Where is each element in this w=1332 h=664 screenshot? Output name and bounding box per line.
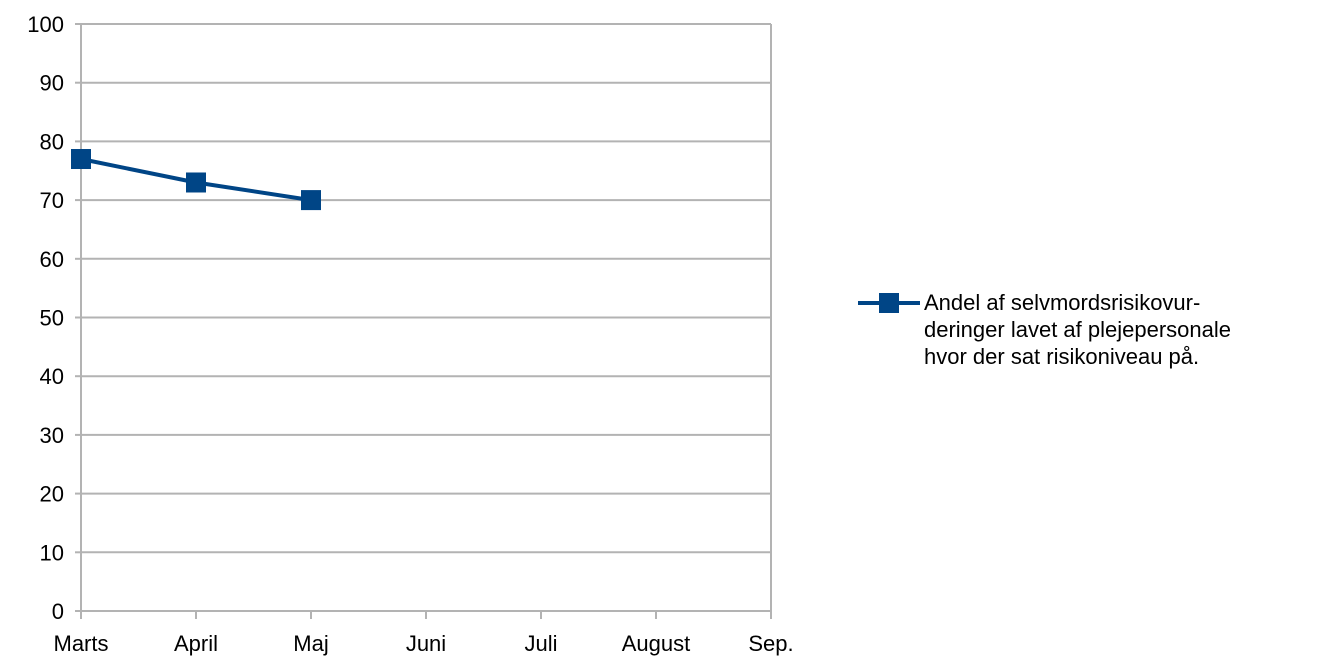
legend-label: Andel af selvmordsrisikovur- deringer la… bbox=[924, 290, 1231, 369]
x-tick-label: August bbox=[622, 631, 691, 656]
data-point-marker bbox=[186, 172, 206, 193]
data-point-marker bbox=[71, 149, 91, 170]
legend-swatch-icon bbox=[858, 293, 920, 313]
y-tick-label: 70 bbox=[40, 188, 64, 213]
y-tick-label: 10 bbox=[40, 540, 64, 565]
x-tick-label: April bbox=[174, 631, 218, 656]
y-tick-label: 60 bbox=[40, 247, 64, 272]
y-tick-label: 100 bbox=[27, 12, 64, 37]
x-tick-label: Juni bbox=[406, 631, 446, 656]
y-tick-label: 30 bbox=[40, 423, 64, 448]
legend: Andel af selvmordsrisikovur- deringer la… bbox=[858, 290, 1332, 370]
x-tick-label: Maj bbox=[293, 631, 328, 656]
x-tick-label: Juli bbox=[524, 631, 557, 656]
y-tick-label: 0 bbox=[52, 599, 64, 624]
y-tick-label: 90 bbox=[40, 71, 64, 96]
y-tick-label: 20 bbox=[40, 482, 64, 507]
x-tick-label: Sep. bbox=[748, 631, 793, 656]
x-tick-label: Marts bbox=[54, 631, 109, 656]
y-tick-label: 50 bbox=[40, 306, 64, 331]
y-tick-label: 40 bbox=[40, 364, 64, 389]
y-tick-label: 80 bbox=[40, 129, 64, 154]
data-point-marker bbox=[301, 190, 321, 211]
